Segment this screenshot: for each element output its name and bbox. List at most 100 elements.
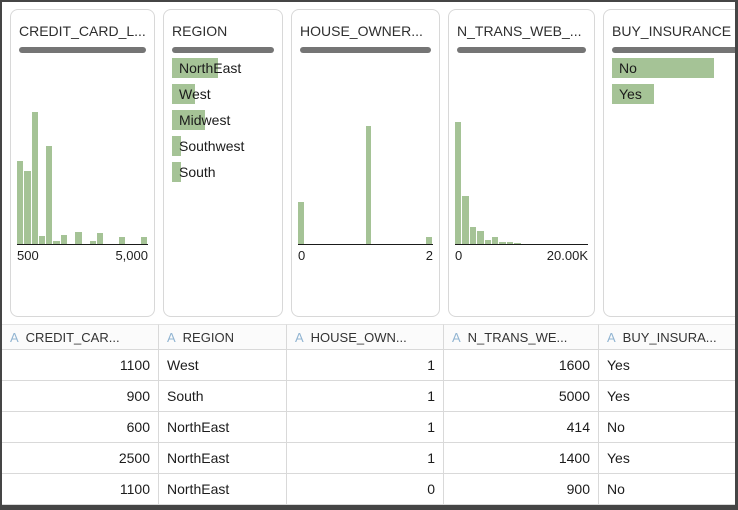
- histogram-bar: [31, 112, 38, 244]
- table-cell[interactable]: 1: [287, 443, 444, 474]
- table-cell[interactable]: 900: [2, 381, 159, 412]
- column-summary-card[interactable]: BUY_INSURANCE No Yes: [603, 9, 735, 317]
- table-cell[interactable]: 1100: [2, 474, 159, 505]
- histogram-bar: [38, 236, 46, 244]
- category-row: South: [172, 162, 276, 182]
- column-header-2[interactable]: A HOUSE_OWN...: [287, 324, 444, 350]
- column-header-label: CREDIT_CAR...: [25, 329, 120, 345]
- table-cell[interactable]: Yes: [599, 381, 735, 412]
- histogram-bar: [491, 237, 499, 244]
- category-label: Midwest: [179, 112, 231, 128]
- table-cell[interactable]: 5000: [444, 381, 599, 412]
- column-summary-card[interactable]: HOUSE_OWNER... 0 2: [291, 9, 440, 317]
- table-cell[interactable]: 1: [287, 412, 444, 443]
- column-header-3[interactable]: A N_TRANS_WE...: [444, 324, 599, 350]
- table-row: 1100 NorthEast 0 900 No: [2, 474, 735, 505]
- text-type-icon: A: [607, 329, 616, 345]
- column-header-1[interactable]: A REGION: [159, 324, 287, 350]
- histogram-spacer: [298, 53, 433, 109]
- histogram-bar: [499, 242, 506, 244]
- card-cell: REGION NorthEast West Midwest Southwest South: [159, 2, 287, 324]
- data-quality-bar: [612, 47, 735, 53]
- category-bar: [172, 84, 195, 104]
- card-body: No Yes: [604, 53, 735, 316]
- column-header-4[interactable]: A BUY_INSURA...: [599, 324, 735, 350]
- table-body: 1100 West 1 1600 Yes 900 South 1 5000 Yes 600 North…: [2, 350, 735, 510]
- histogram-bar: [89, 241, 97, 244]
- table-cell[interactable]: NorthEast: [159, 474, 287, 505]
- category-bar: [172, 110, 205, 130]
- table-cell[interactable]: 414: [444, 412, 599, 443]
- table-cell[interactable]: Yes: [599, 443, 735, 474]
- table-cell[interactable]: Yes: [599, 350, 735, 381]
- card-title: CREDIT_CARD_L...: [19, 23, 146, 39]
- table-cell[interactable]: 1: [287, 350, 444, 381]
- table-row: 900 South 1 5000 Yes: [2, 381, 735, 412]
- data-quality-bar: [457, 47, 586, 53]
- text-type-icon: A: [167, 329, 176, 345]
- category-label: South: [179, 164, 216, 180]
- table-cell[interactable]: 0: [287, 474, 444, 505]
- histogram-bar: [455, 122, 462, 244]
- column-summary-card[interactable]: N_TRANS_WEB_... 0 20.00K: [448, 9, 595, 317]
- text-type-icon: A: [452, 329, 461, 345]
- category-bar: [612, 58, 714, 78]
- histogram: [298, 109, 433, 245]
- category-row: Midwest: [172, 110, 276, 130]
- histogram-bar: [462, 196, 469, 244]
- axis-max-label: 2: [425, 248, 433, 263]
- card-title: BUY_INSURANCE: [612, 23, 732, 39]
- column-header-label: BUY_INSURA...: [622, 329, 717, 345]
- table-cell[interactable]: NorthEast: [159, 412, 287, 443]
- table-cell[interactable]: 1400: [444, 443, 599, 474]
- histogram-bar: [75, 232, 82, 244]
- histogram-bar: [46, 146, 53, 244]
- table-cell[interactable]: South: [159, 381, 287, 412]
- table-cell: [287, 505, 444, 510]
- table-row-partial: [2, 505, 735, 510]
- histogram-bar: [484, 240, 491, 244]
- card-cell: CREDIT_CARD_L... 500 5,000: [2, 2, 159, 324]
- histogram-bar: [60, 235, 67, 244]
- category-row: Southwest: [172, 136, 276, 156]
- data-quality-bar: [300, 47, 431, 53]
- data-quality-bar: [172, 47, 274, 53]
- table-cell: [599, 505, 735, 510]
- column-summary-card[interactable]: REGION NorthEast West Midwest Southwest South: [163, 9, 283, 317]
- axis-max-label: 20.00K: [546, 248, 588, 263]
- table-cell[interactable]: 1600: [444, 350, 599, 381]
- table-cell[interactable]: No: [599, 412, 735, 443]
- table-cell[interactable]: NorthEast: [159, 443, 287, 474]
- column-summary-row: CREDIT_CARD_L... 500 5,000 REGION NorthEast W…: [2, 2, 735, 324]
- table-cell[interactable]: No: [599, 474, 735, 505]
- histogram-bar: [97, 233, 104, 244]
- data-quality-bar: [19, 47, 146, 53]
- table-cell: [159, 505, 287, 510]
- table-cell[interactable]: West: [159, 350, 287, 381]
- category-label: West: [179, 86, 211, 102]
- table-cell[interactable]: 900: [444, 474, 599, 505]
- table-cell[interactable]: 1100: [2, 350, 159, 381]
- column-summary-card[interactable]: CREDIT_CARD_L... 500 5,000: [10, 9, 155, 317]
- category-bar-list: NorthEast West Midwest Southwest South: [170, 53, 276, 188]
- category-row: NorthEast: [172, 58, 276, 78]
- axis-labels: 500 5,000: [17, 245, 148, 263]
- table-cell[interactable]: 1: [287, 381, 444, 412]
- table-cell[interactable]: 600: [2, 412, 159, 443]
- histogram: [17, 109, 148, 245]
- card-title: N_TRANS_WEB_...: [457, 23, 582, 39]
- card-body: NorthEast West Midwest Southwest South: [164, 53, 282, 316]
- card-body: 500 5,000: [11, 53, 154, 316]
- axis-min-label: 0: [298, 248, 306, 263]
- table-cell[interactable]: 2500: [2, 443, 159, 474]
- column-header-0[interactable]: A CREDIT_CAR...: [2, 324, 159, 350]
- category-label: NorthEast: [179, 60, 242, 76]
- histogram-bar: [298, 202, 304, 244]
- histogram-bar: [506, 242, 514, 244]
- table-header-row: A CREDIT_CAR... A REGION A HOUSE_OWN... A N_TRA…: [2, 324, 735, 350]
- axis-labels: 0 20.00K: [455, 245, 588, 263]
- histogram-spacer: [17, 53, 148, 109]
- category-bar: [612, 84, 654, 104]
